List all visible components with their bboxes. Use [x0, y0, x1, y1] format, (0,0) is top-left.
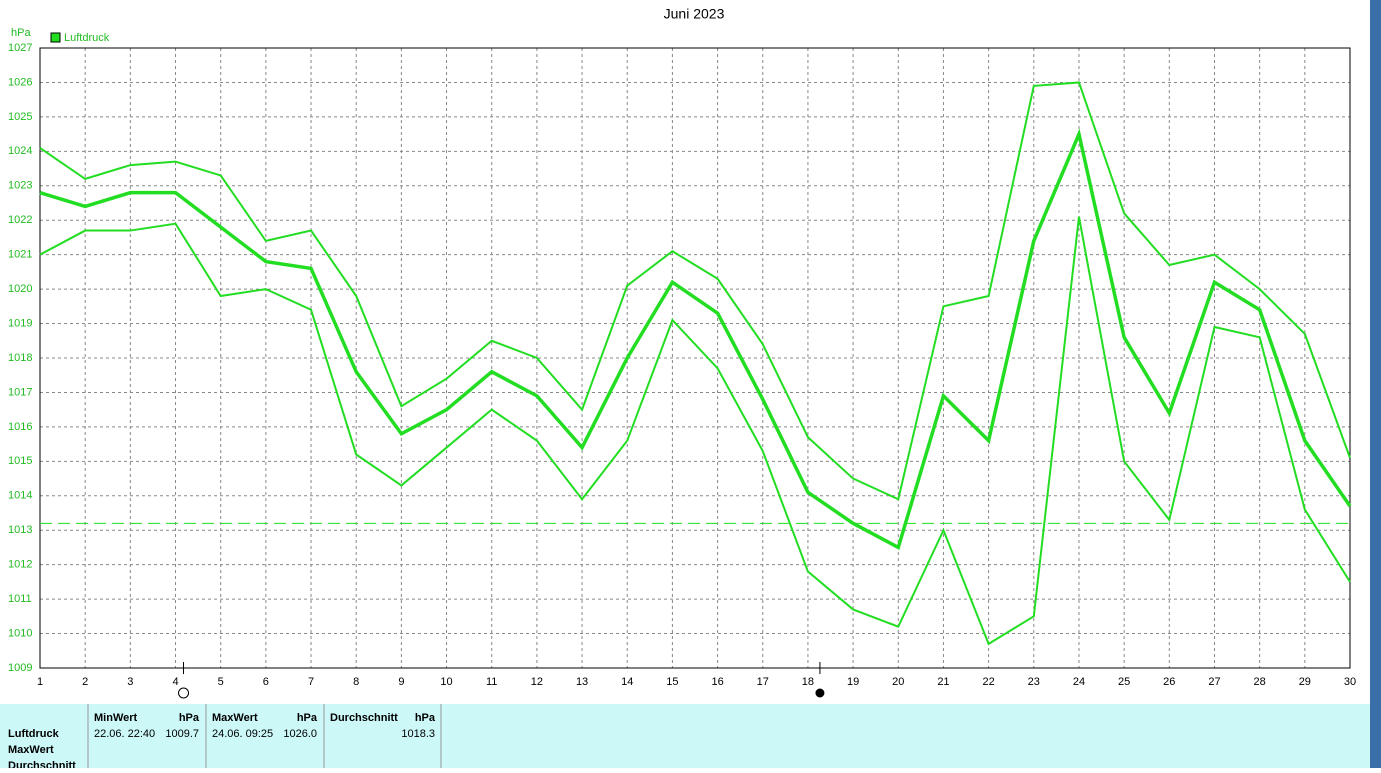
x-tick-label: 24: [1073, 676, 1085, 688]
x-tick-label: 30: [1344, 676, 1356, 688]
y-tick-label: 1019: [8, 317, 32, 329]
plot-frame: [39, 47, 1351, 669]
line-min-values: [39, 216, 1351, 646]
y-tick-label: 1025: [8, 111, 32, 123]
chart-title: Juni 2023: [664, 6, 725, 22]
side-strip: [1370, 0, 1381, 768]
x-tick-label: 3: [127, 676, 133, 688]
y-tick-label: 1024: [8, 145, 32, 157]
y-tick-label: 1010: [8, 627, 32, 639]
x-tick-label: 27: [1208, 676, 1220, 688]
y-tick-label: 1012: [8, 559, 32, 571]
x-tick-label: 19: [847, 676, 859, 688]
x-tick-label: 22: [982, 676, 994, 688]
x-tick-label: 29: [1299, 676, 1311, 688]
x-tick-label: 23: [1028, 676, 1040, 688]
y-tick-label: 1011: [8, 593, 32, 605]
col-header: MinWert: [94, 712, 138, 724]
x-tick-label: 17: [757, 676, 769, 688]
x-tick-label: 9: [398, 676, 404, 688]
x-tick-label: 10: [440, 676, 452, 688]
cell-time: 24.06. 09:25: [212, 728, 273, 740]
x-tick-label: 21: [937, 676, 949, 688]
line-max-values: [39, 81, 1351, 501]
line-values: [39, 128, 1352, 550]
x-tick-label: 26: [1163, 676, 1175, 688]
x-tick-label: 12: [531, 676, 543, 688]
row-label: Durchschnitt: [8, 760, 76, 768]
x-tick-label: 15: [666, 676, 678, 688]
x-tick-label: 28: [1254, 676, 1266, 688]
x-tick-label: 18: [802, 676, 814, 688]
y-unit: hPa: [11, 27, 31, 39]
x-tick-label: 25: [1118, 676, 1130, 688]
table-bg: [0, 704, 1370, 768]
y-tick-label: 1014: [8, 490, 32, 502]
x-tick-label: 14: [621, 676, 633, 688]
y-tick-label: 1015: [8, 455, 32, 467]
x-tick-label: 16: [711, 676, 723, 688]
x-tick-label: 2: [82, 676, 88, 688]
new-moon: [815, 688, 825, 698]
x-tick-label: 1: [37, 676, 43, 688]
y-tick-label: 1020: [8, 283, 32, 295]
col-header: Durchschnitt: [330, 712, 398, 724]
y-tick-label: 1018: [8, 352, 32, 364]
y-tick-label: 1022: [8, 214, 32, 226]
cell-value: 1026.0: [283, 728, 317, 740]
y-tick-label: 1023: [8, 180, 32, 192]
x-tick-label: 13: [576, 676, 588, 688]
col-unit: hPa: [297, 712, 318, 724]
x-tick-label: 11: [486, 676, 497, 688]
y-tick-label: 1017: [8, 386, 32, 398]
x-tick-label: 6: [263, 676, 269, 688]
legend-label: Luftdruck: [64, 32, 110, 44]
col-header: MaxWert: [212, 712, 258, 724]
row-label: MaxWert: [8, 744, 54, 756]
row-label: Luftdruck: [8, 728, 60, 740]
y-tick-label: 1013: [8, 524, 32, 536]
x-tick-label: 5: [218, 676, 224, 688]
full-moon: [178, 687, 190, 699]
y-tick-label: 1016: [8, 421, 32, 433]
stats-table: Luftdruck MaxWert Durchschnitt MinWert h…: [0, 704, 1370, 772]
x-tick-label: 20: [892, 676, 904, 688]
col-unit: hPa: [179, 712, 200, 724]
cell-value: 1018.3: [401, 728, 435, 740]
cell-time: 22.06. 22:40: [94, 728, 155, 740]
legend-swatch: [50, 32, 61, 43]
x-tick-label: 8: [353, 676, 359, 688]
y-tick-label: 1026: [8, 76, 32, 88]
y-tick-label: 1021: [8, 249, 32, 261]
col-unit: hPa: [415, 712, 436, 724]
cell-value: 1009.7: [165, 728, 199, 740]
y-tick-label: 1027: [8, 42, 32, 54]
x-tick-label: 4: [172, 676, 178, 688]
y-tick-label: 1009: [8, 662, 32, 674]
x-tick-label: 7: [308, 676, 314, 688]
